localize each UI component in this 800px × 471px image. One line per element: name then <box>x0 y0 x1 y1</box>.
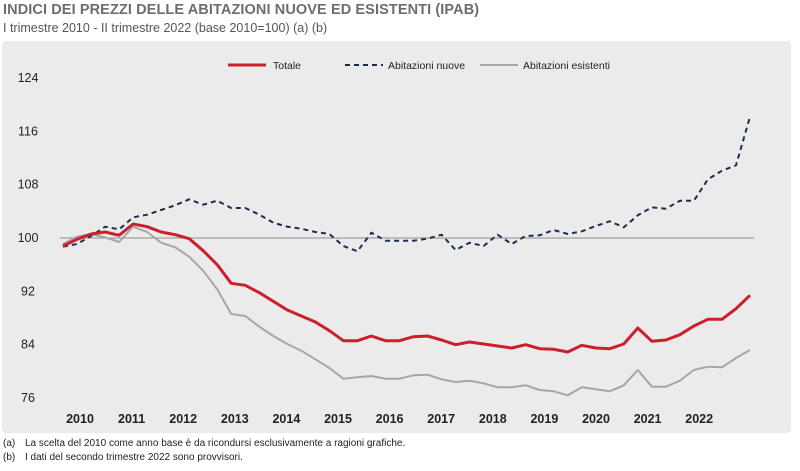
x-tick-label: 2016 <box>376 412 404 426</box>
chart-subtitle: I trimestre 2010 - II trimestre 2022 (ba… <box>3 21 328 35</box>
legend-label: Totale <box>273 60 301 72</box>
chart-panel <box>2 41 791 433</box>
x-tick-label: 2013 <box>221 412 249 426</box>
x-tick-label: 2015 <box>324 412 352 426</box>
x-tick-label: 2010 <box>66 412 94 426</box>
x-tick-label: 2022 <box>685 412 713 426</box>
x-tick-label: 2020 <box>582 412 610 426</box>
footnote-b: (b) I dati del secondo trimestre 2022 son… <box>3 451 405 465</box>
footnote-mark: (b) <box>3 452 16 463</box>
legend-item-abitazioni-esistenti: Abitazioni esistenti <box>480 60 610 72</box>
legend-label: Abitazioni nuove <box>388 60 465 72</box>
x-tick-label: 2014 <box>272 412 300 426</box>
legend-item-abitazioni-nuove: Abitazioni nuove <box>345 60 465 72</box>
y-tick-label: 76 <box>21 391 35 405</box>
footnote-text: La scelta del 2010 come anno base è da r… <box>25 438 406 449</box>
footnote-mark: (a) <box>3 438 16 449</box>
line-chart: 76 84 92 100 108 116 124 2010 2011 2012 2013 2014 20… <box>18 60 754 426</box>
y-tick-label: 108 <box>18 178 39 192</box>
x-tick-label: 2017 <box>427 412 455 426</box>
y-tick-label: 116 <box>18 124 38 138</box>
x-tick-label: 2019 <box>530 412 558 426</box>
y-tick-label: 84 <box>21 338 35 352</box>
x-tick-label: 2018 <box>479 412 507 426</box>
x-tick-label: 2021 <box>634 412 662 426</box>
footnote-text: I dati del secondo trimestre 2022 sono p… <box>25 452 243 463</box>
legend-item-totale: Totale <box>228 60 301 72</box>
series-line-abitazioni-esistenti <box>62 225 751 397</box>
footnotes: (a) La scelta del 2010 come anno base è d… <box>3 437 405 465</box>
chart-title: INDICI DEI PREZZI DELLE ABITAZIONI NUOVE… <box>3 2 480 18</box>
series-line-abitazioni-nuove <box>62 116 751 253</box>
legend-label: Abitazioni esistenti <box>523 60 610 72</box>
x-tick-label: 2011 <box>118 412 145 426</box>
y-tick-label: 92 <box>21 284 35 298</box>
series-line-totale <box>62 222 752 354</box>
footnote-a: (a) La scelta del 2010 come anno base è d… <box>3 437 405 451</box>
x-tick-label: 2012 <box>169 412 197 426</box>
y-tick-label: 124 <box>18 71 39 85</box>
y-tick-label: 100 <box>18 231 39 245</box>
